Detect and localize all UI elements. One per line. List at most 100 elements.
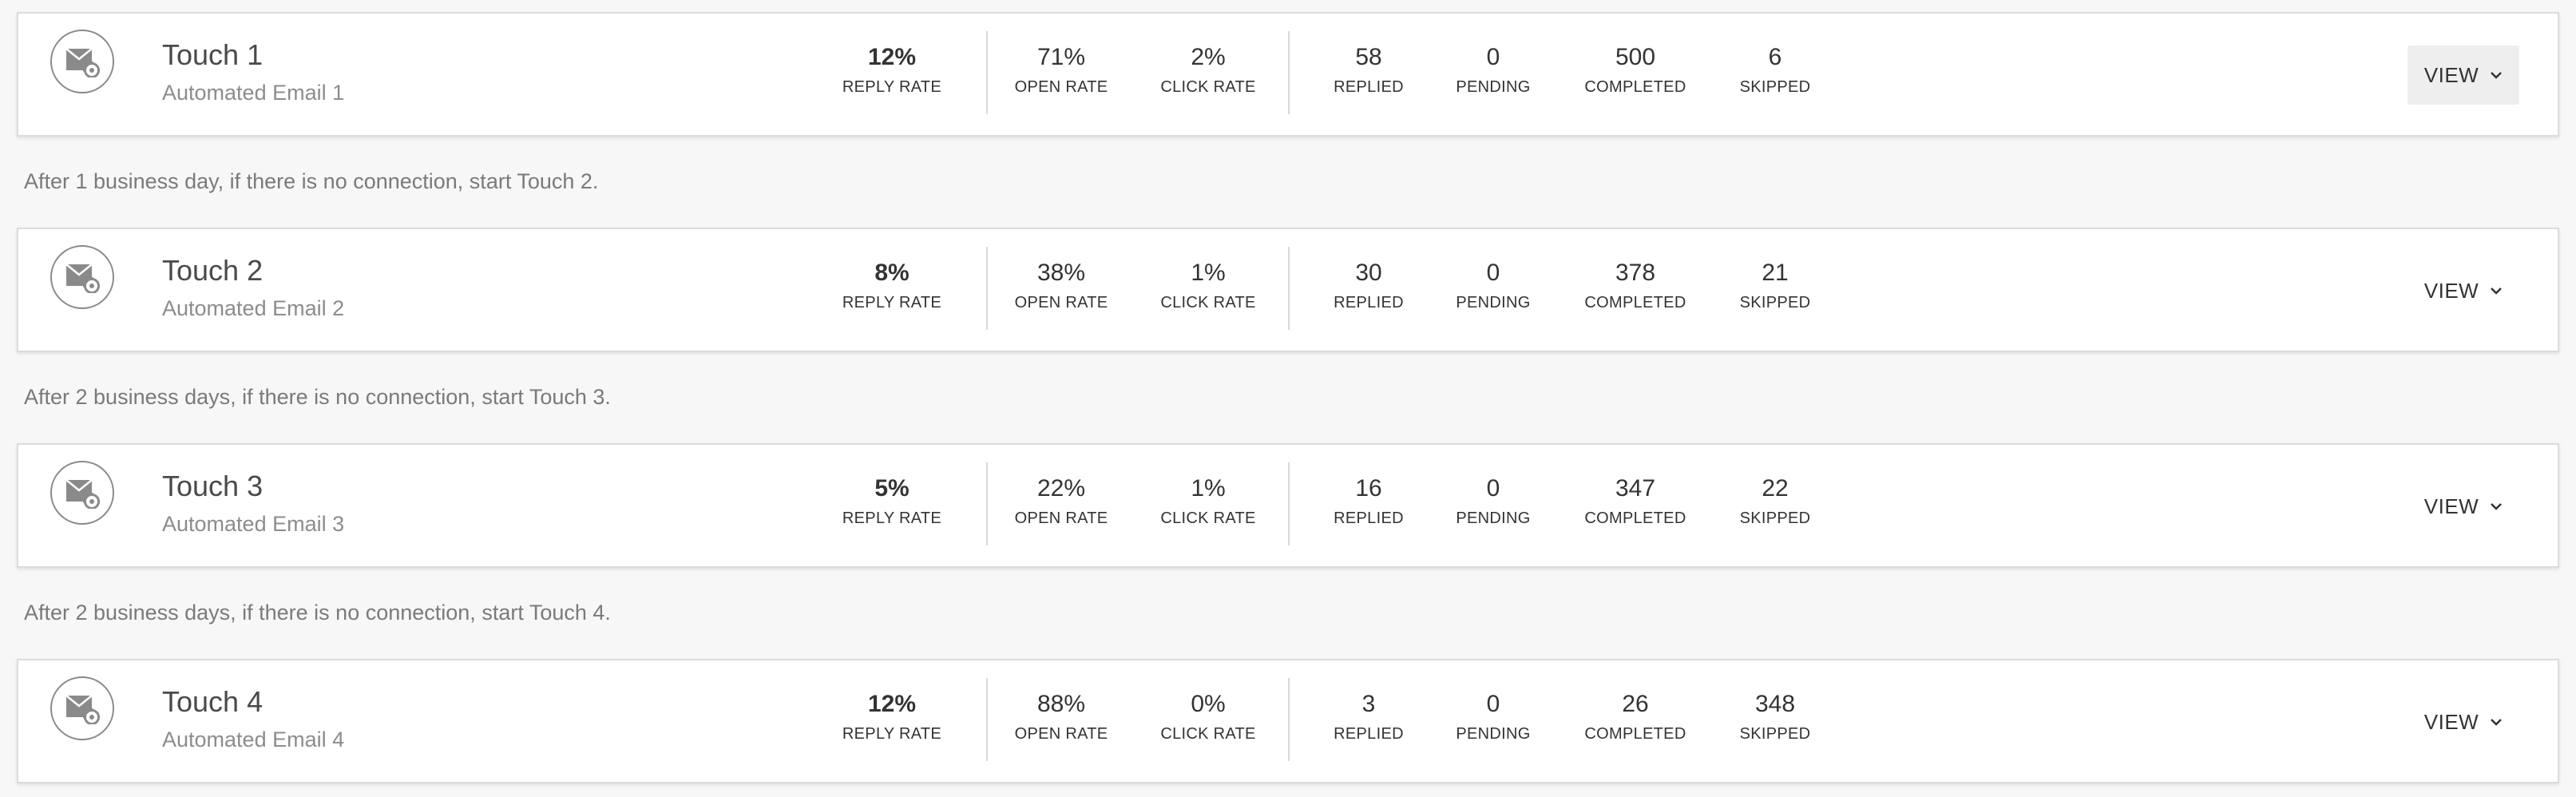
completed-stat: 500 COMPLETED [1556,44,1715,96]
open-rate-stat: 88% OPEN RATE [981,692,1141,743]
connector-text: After 2 business days, if there is no co… [24,385,611,409]
view-button-label: VIEW [2423,278,2479,303]
connector-text: After 1 business day, if there is no con… [24,169,599,193]
pending-value: 0 [1486,691,1500,717]
click-rate-stat: 1% CLICK RATE [1128,261,1288,311]
automated-email-icon [50,30,114,93]
reply-rate-label: REPLY RATE [842,78,942,96]
touch-subtitle: Automated Email 2 [162,296,345,320]
chevron-down-icon [2491,287,2503,295]
pending-value: 0 [1486,260,1500,286]
click-rate-value: 0% [1191,691,1226,717]
touch-card: Touch 3 Automated Email 3 5% REPLY RATE … [17,443,2559,568]
completed-stat: 347 COMPLETED [1556,475,1715,527]
pending-value: 0 [1486,475,1500,502]
open-rate-stat: 22% OPEN RATE [981,477,1141,527]
chevron-down-icon [2491,503,2503,510]
stat-divider [986,462,988,545]
view-button[interactable]: VIEW [2408,692,2519,751]
open-rate-label: OPEN RATE [1014,294,1108,311]
pending-label: PENDING [1456,78,1531,96]
touch-title: Touch 3 [162,470,264,502]
skipped-label: SKIPPED [1739,78,1811,96]
replied-stat: 16 REPLIED [1289,475,1449,527]
view-button-label: VIEW [2423,709,2479,734]
click-rate-value: 1% [1191,260,1226,286]
reply-rate-stat: 5% REPLY RATE [812,475,972,527]
open-rate-label: OPEN RATE [1014,725,1108,743]
skipped-value: 21 [1762,260,1789,286]
replied-label: REPLIED [1334,510,1404,527]
touch-title: Touch 4 [162,685,264,718]
replied-label: REPLIED [1334,294,1404,311]
completed-label: COMPLETED [1584,510,1686,527]
click-rate-label: CLICK RATE [1160,78,1256,96]
touch-subtitle: Automated Email 3 [162,512,345,536]
reply-rate-stat: 12% REPLY RATE [812,692,972,743]
open-rate-label: OPEN RATE [1014,78,1108,96]
stat-divider [1288,462,1290,545]
skipped-label: SKIPPED [1739,294,1811,311]
completed-stat: 26 COMPLETED [1556,692,1715,743]
reply-rate-value: 5% [874,475,910,502]
completed-value: 347 [1615,475,1656,502]
skipped-value: 22 [1762,475,1789,502]
pending-stat: 0 PENDING [1413,44,1573,96]
skipped-stat: 21 SKIPPED [1695,261,1855,311]
skipped-value: 348 [1754,691,1796,717]
click-rate-stat: 1% CLICK RATE [1128,475,1288,527]
completed-stat: 378 COMPLETED [1556,261,1715,311]
click-rate-label: CLICK RATE [1160,294,1256,311]
reply-rate-stat: 12% REPLY RATE [812,46,972,96]
view-button[interactable]: VIEW [2408,261,2519,320]
replied-label: REPLIED [1334,725,1404,743]
chevron-down-icon [2491,719,2503,726]
touch-subtitle: Automated Email 1 [162,81,345,105]
open-rate-value: 38% [1036,260,1086,286]
reply-rate-label: REPLY RATE [842,725,942,743]
pending-label: PENDING [1456,294,1531,311]
stat-divider [986,678,988,761]
view-button-label: VIEW [2423,62,2479,87]
replied-label: REPLIED [1334,78,1404,96]
reply-rate-stat: 8% REPLY RATE [812,261,972,311]
replied-value: 3 [1361,691,1376,717]
open-rate-stat: 38% OPEN RATE [981,261,1141,311]
skipped-stat: 348 SKIPPED [1695,691,1855,743]
replied-stat: 58 REPLIED [1289,44,1449,96]
replied-stat: 3 REPLIED [1289,691,1449,743]
automated-email-icon [50,461,114,525]
replied-value: 16 [1355,475,1382,502]
pending-stat: 0 PENDING [1413,261,1573,311]
completed-value: 500 [1615,44,1656,70]
automated-email-icon [50,676,114,740]
pending-value: 0 [1486,44,1500,70]
open-rate-label: OPEN RATE [1014,510,1108,527]
touch-card: Touch 2 Automated Email 2 8% REPLY RATE … [17,228,2559,352]
replied-value: 58 [1355,44,1382,70]
chevron-down-icon [2491,72,2503,79]
click-rate-value: 2% [1191,44,1226,70]
completed-label: COMPLETED [1584,294,1686,311]
stat-divider [986,247,988,330]
click-rate-value: 1% [1191,475,1226,502]
stat-divider [986,31,988,114]
click-rate-stat: 0% CLICK RATE [1128,691,1288,743]
completed-label: COMPLETED [1584,78,1686,96]
stat-divider [1288,678,1290,761]
open-rate-value: 71% [1036,44,1086,70]
click-rate-label: CLICK RATE [1160,725,1256,743]
skipped-label: SKIPPED [1739,725,1811,743]
replied-stat: 30 REPLIED [1289,261,1449,311]
click-rate-label: CLICK RATE [1160,510,1256,527]
touch-title: Touch 2 [162,254,264,287]
view-button[interactable]: VIEW [2408,46,2519,105]
reply-rate-value: 8% [874,260,910,286]
replied-value: 30 [1355,260,1382,286]
view-button[interactable]: VIEW [2408,477,2519,536]
reply-rate-label: REPLY RATE [842,510,942,527]
pending-label: PENDING [1456,510,1531,527]
completed-value: 378 [1615,260,1656,286]
skipped-value: 6 [1768,44,1782,70]
pending-stat: 0 PENDING [1413,691,1573,743]
